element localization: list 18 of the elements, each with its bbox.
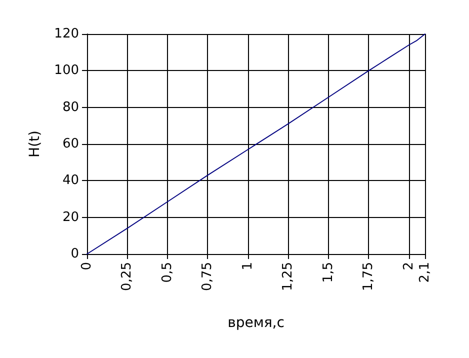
y-tick-label: 80 [62,100,79,115]
x-tick-label: 0,75 [200,262,216,291]
x-axis-title: время,с [228,315,284,331]
y-tick-label: 100 [54,63,79,78]
y-tick-label: 120 [54,26,79,42]
x-tick-label: 1,5 [320,262,336,283]
x-tick-label: 2,1 [418,262,432,283]
y-tick-label: 20 [62,210,79,225]
x-tick-label: 1,25 [280,262,296,291]
x-tick-label: 1,75 [361,262,376,291]
y-tick-label: 40 [62,173,79,188]
x-tick-label: 2 [401,262,416,270]
x-tick-label: 0,25 [120,262,135,291]
x-tick-label: 0 [80,262,94,270]
x-tick-label: 0,5 [160,262,175,283]
y-tick-label: 60 [62,136,79,152]
x-tick-label: 1 [240,262,256,270]
y-axis-title: H(t) [27,130,43,158]
